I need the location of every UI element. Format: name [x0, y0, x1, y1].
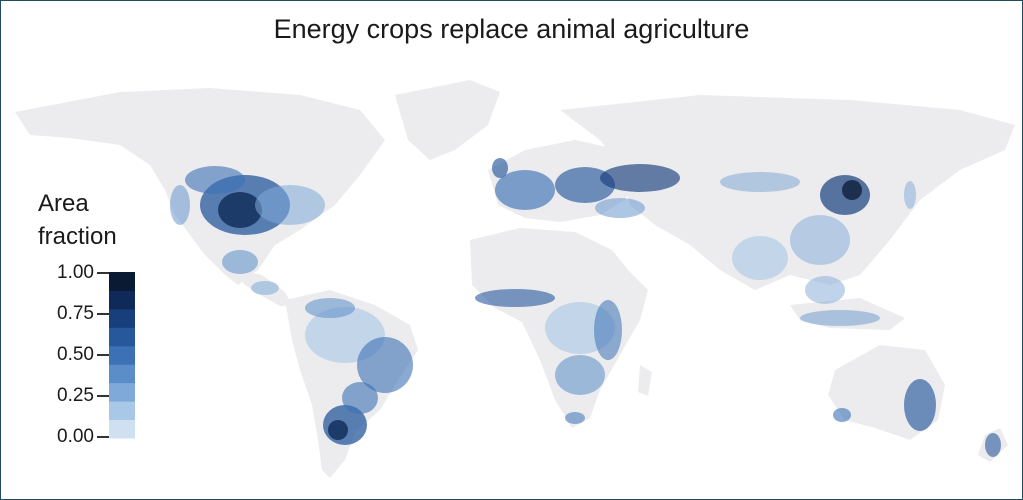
central-am-crops	[251, 281, 279, 295]
legend-tick-mark	[97, 395, 109, 397]
sa-brazil-east	[357, 337, 413, 393]
mexico	[222, 250, 258, 274]
na-prairie	[185, 166, 245, 194]
indonesia	[790, 298, 905, 330]
china-south	[790, 215, 850, 265]
colorbar-swatch	[109, 327, 135, 347]
legend-title-line2: fraction	[38, 223, 117, 250]
legend-tick-label: 1.00	[57, 262, 94, 283]
colorbar-swatch	[109, 308, 135, 328]
map-title: Energy crops replace animal agriculture	[273, 14, 750, 44]
africa-south	[555, 355, 605, 395]
legend-tick-label: 0.00	[57, 426, 94, 447]
colorbar-swatch	[109, 419, 135, 439]
sa-pampas-core	[328, 420, 348, 440]
colorbar-swatch	[109, 345, 135, 365]
se-asia	[805, 276, 845, 304]
legend-tick-mark	[97, 272, 109, 274]
greenland	[395, 80, 500, 160]
europe-west	[495, 170, 555, 210]
colorbar-swatch	[109, 382, 135, 402]
colorbar-swatch	[109, 272, 135, 291]
legend-tick-label: 0.50	[57, 344, 94, 365]
indonesia-crops	[800, 310, 880, 326]
na-east	[255, 185, 325, 225]
uk-ireland	[492, 158, 508, 178]
sa-south	[342, 382, 378, 414]
legend-tick-mark	[97, 313, 109, 315]
china-core	[842, 180, 862, 200]
colorbar-swatch	[109, 364, 135, 384]
kazakh	[595, 198, 645, 218]
siberia-south	[720, 172, 800, 192]
australia-east	[904, 379, 936, 431]
nz-crops	[985, 433, 1001, 457]
india	[732, 236, 788, 280]
madagascar	[638, 365, 652, 396]
sahel	[475, 289, 555, 307]
africa-east	[594, 300, 622, 360]
africa-tip	[565, 412, 585, 424]
legend-title: Area fraction	[38, 187, 117, 253]
na-core	[218, 192, 262, 228]
colorbar-swatch	[109, 401, 135, 421]
russia-belt	[600, 164, 680, 192]
legend-tick-label: 0.75	[57, 303, 94, 324]
legend-tick-mark	[97, 436, 109, 438]
sa-north	[305, 298, 355, 318]
asia	[560, 95, 1015, 290]
energy-crop-regions	[170, 158, 1001, 457]
legend-tick-mark	[97, 354, 109, 356]
na-west	[170, 185, 190, 225]
legend-tick-label: 0.25	[57, 385, 94, 406]
legend-title-line1: Area	[38, 190, 89, 217]
europe-east	[555, 167, 615, 203]
japan-crops	[904, 181, 916, 209]
australia-sw	[833, 408, 851, 422]
colorbar-swatch	[109, 290, 135, 310]
